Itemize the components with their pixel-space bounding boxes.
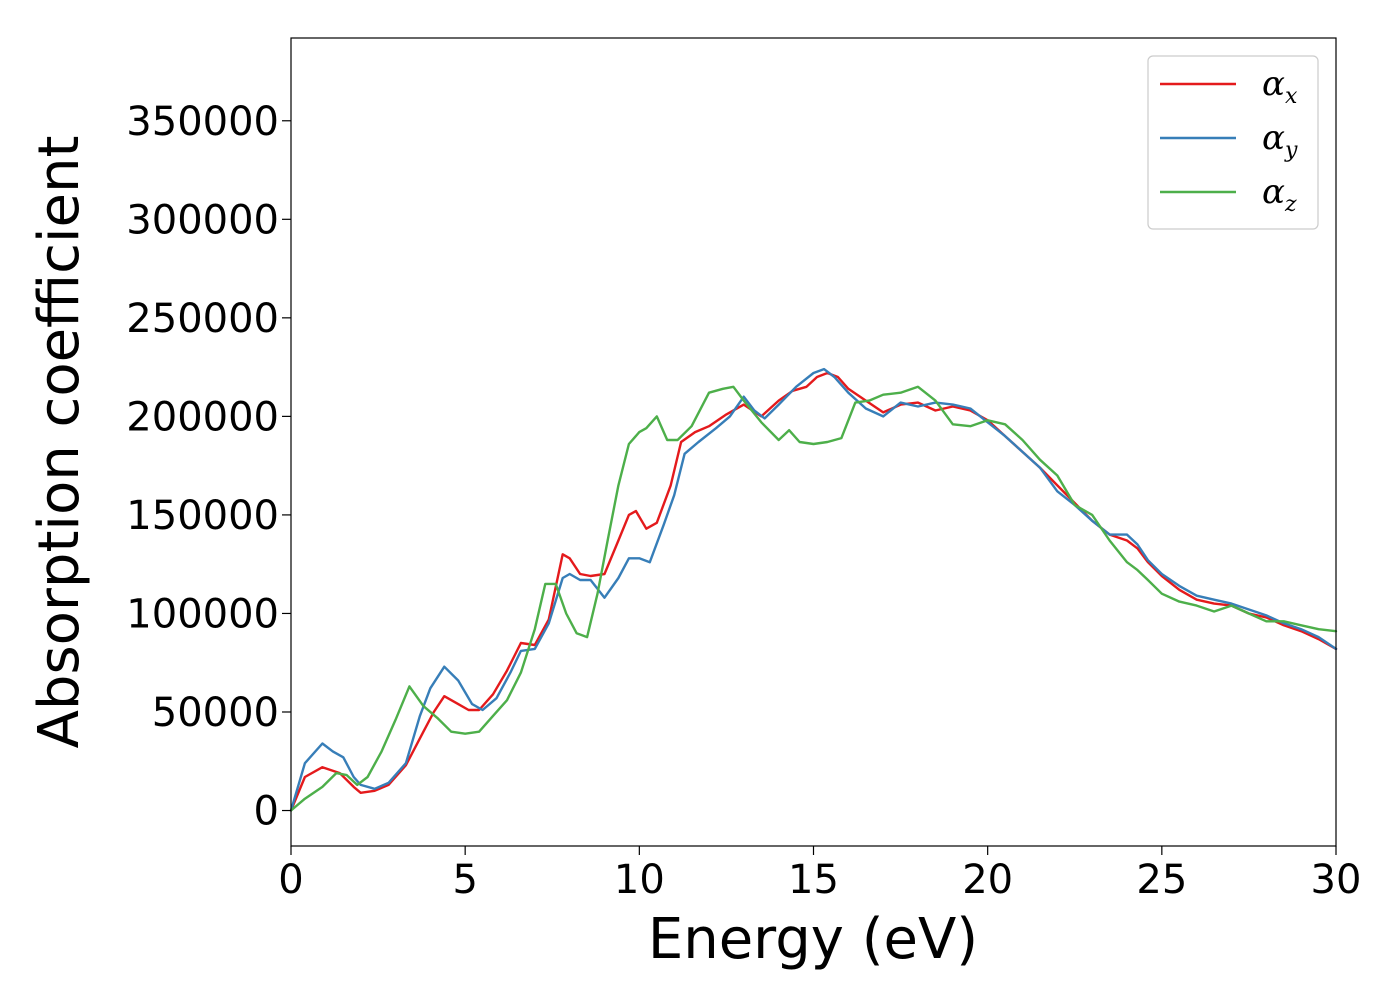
- legend-label-z: αz: [1262, 172, 1297, 217]
- y-tick-label: 350000: [126, 99, 279, 145]
- y-tick-label: 100000: [126, 591, 279, 637]
- series-line-z: [289, 385, 1338, 812]
- y-tick-label: 150000: [126, 493, 279, 539]
- x-axis-title: Energy (eV): [648, 907, 978, 972]
- x-tick-label: 25: [1136, 857, 1187, 903]
- y-tick-label: 300000: [126, 197, 279, 243]
- y-axis-ticks: 0 50000 100000 150000 200000 250000 300000 3500…: [126, 99, 291, 835]
- x-tick-label: 5: [452, 857, 477, 903]
- series-line-y: [289, 367, 1338, 812]
- y-axis-title: Absorption coefficient: [27, 136, 92, 749]
- x-tick-label: 0: [278, 857, 303, 903]
- series-layer: [289, 367, 1338, 812]
- y-tick-label: 250000: [126, 296, 279, 342]
- legend-label-x: αx: [1262, 64, 1298, 109]
- x-tick-label: 20: [962, 857, 1013, 903]
- x-tick-label: 10: [614, 857, 665, 903]
- y-tick-label: 0: [254, 789, 279, 835]
- legend: αx αy αz: [1147, 55, 1319, 230]
- legend-frame: [1147, 55, 1319, 230]
- x-tick-label: 30: [1311, 857, 1362, 903]
- legend-label-y: αy: [1262, 118, 1298, 163]
- x-tick-label: 15: [788, 857, 839, 903]
- y-tick-label: 50000: [152, 690, 279, 736]
- y-tick-label: 200000: [126, 394, 279, 440]
- x-axis-ticks: 0 5 10 15 20 25 30: [278, 846, 1361, 903]
